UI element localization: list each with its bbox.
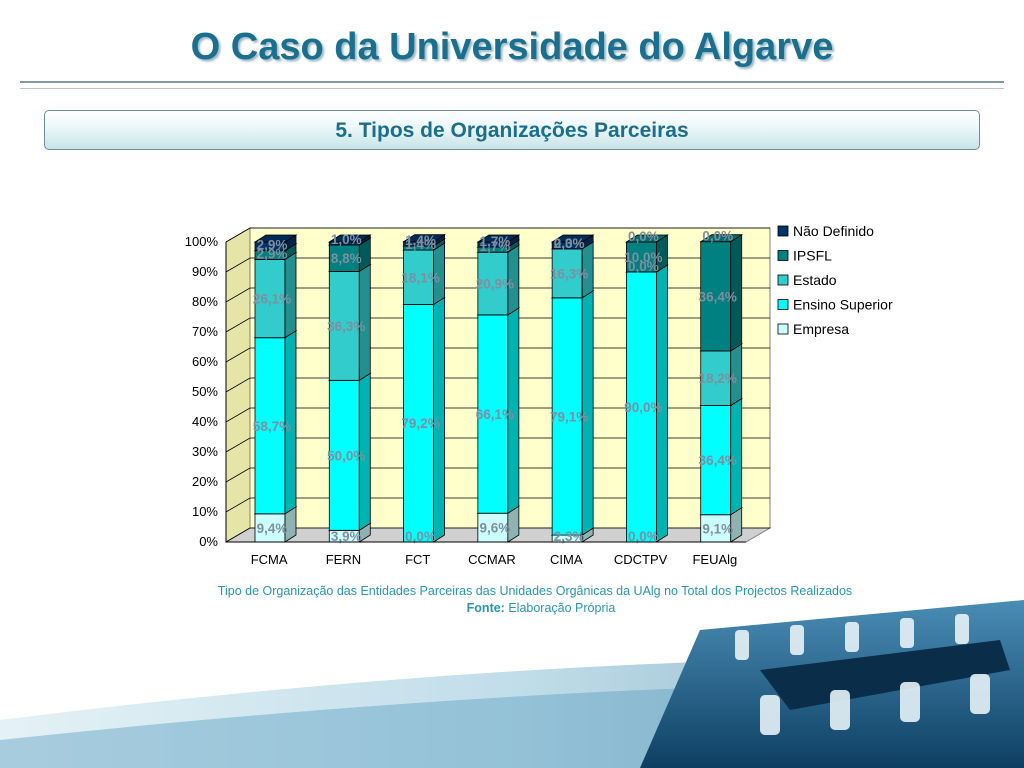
data-label: 10,0% <box>624 250 662 265</box>
data-label: 1,0% <box>331 232 362 247</box>
gridline <box>225 467 770 483</box>
source-label: Fonte: <box>466 601 505 615</box>
legend-swatch <box>777 250 789 261</box>
y-tick-label: 70% <box>192 324 218 339</box>
y-tick-label: 30% <box>192 444 218 459</box>
bar-segment <box>402 233 446 247</box>
data-label: 18,2% <box>699 371 737 386</box>
bar-segment <box>476 234 521 248</box>
data-label: 8,8% <box>331 251 362 266</box>
y-tick-label: 100% <box>185 234 219 249</box>
y-tick-label: 50% <box>192 384 218 399</box>
data-label: 1,4% <box>405 233 436 248</box>
data-label: 79,2% <box>401 416 439 431</box>
y-tick-label: 10% <box>192 504 218 519</box>
gridline <box>225 257 770 273</box>
x-tick-label: FCMA <box>251 552 288 567</box>
x-tick-label: CIMA <box>550 552 583 567</box>
y-tick-label: 80% <box>192 294 218 309</box>
gridline <box>225 317 770 333</box>
data-label: 20,9% <box>476 277 514 292</box>
data-label: 36,4% <box>699 289 737 304</box>
bar-segment <box>699 233 744 352</box>
x-tick-label: CCMAR <box>468 552 516 567</box>
x-tick-label: FCT <box>405 552 430 567</box>
stacked-bar-chart: 9,4% 58,7% 26,1% 2,9%2,9% 3,9% 50,0% 36,3% 8,8%… <box>185 223 893 567</box>
data-label: 36,3% <box>327 319 365 334</box>
gridline <box>225 407 770 423</box>
y-tick-label: 0% <box>199 534 218 549</box>
data-label: 3,9% <box>331 529 362 544</box>
gridline <box>225 527 770 543</box>
data-label: 26,1% <box>253 292 291 307</box>
x-tick-label: CDCTPV <box>614 552 668 567</box>
gridline <box>225 497 770 513</box>
data-label: 1,4% <box>405 237 436 252</box>
data-label: 2,9% <box>257 238 288 253</box>
meeting-room-image <box>0 600 1024 768</box>
y-tick-label: 20% <box>192 474 218 489</box>
data-label: 50,0% <box>327 448 365 463</box>
data-label: 2,3% <box>554 529 585 544</box>
data-label: 0,0% <box>405 529 436 544</box>
chart-source: Fonte: Elaboração Própria <box>0 601 1024 615</box>
chart-panel: 9,4% 58,7% 26,1% 2,9% 2,9% 3,9% 50,0% 36,3% 8,8%… <box>154 218 914 574</box>
gridline <box>225 227 770 243</box>
legend-label: Empresa <box>793 321 849 337</box>
data-label: 18,1% <box>401 270 439 285</box>
title-rule-thin <box>20 88 1004 89</box>
legend-swatch <box>777 323 789 335</box>
bar-segment <box>327 234 372 246</box>
y-tick-label: 90% <box>192 264 218 279</box>
data-label: 9,6% <box>479 521 510 536</box>
y-tick-label: 60% <box>192 354 218 369</box>
legend-label: Não Definido <box>793 223 874 239</box>
section-heading: 5. Tipos de Organizações Parceiras <box>44 110 980 150</box>
gridline <box>225 377 770 393</box>
data-label: 2,3% <box>554 236 585 251</box>
bar-segment <box>625 234 669 273</box>
data-label: 1,7% <box>479 239 510 254</box>
x-tick-label: FERN <box>326 552 361 567</box>
data-label: 16,3% <box>550 266 588 281</box>
data-label: 1,7% <box>479 234 510 249</box>
data-label: 79,1% <box>550 409 588 424</box>
bar-segment <box>402 296 446 543</box>
gridline <box>225 347 770 363</box>
legend-label: Ensino Superior <box>793 297 893 313</box>
data-label: 9,4% <box>257 521 288 536</box>
data-label: 9,1% <box>702 521 733 536</box>
data-label: 0,0% <box>628 229 659 244</box>
gridline <box>225 287 770 303</box>
legend-swatch <box>777 299 789 310</box>
title-rule <box>20 81 1004 83</box>
gridline <box>225 437 770 453</box>
data-label: 0,0% <box>628 529 659 544</box>
bar-segment <box>550 290 595 536</box>
bar-segment <box>550 234 595 250</box>
data-label: 0,0% <box>628 259 659 274</box>
bar-segment <box>253 234 298 252</box>
legend-swatch <box>777 274 789 286</box>
data-label: 0,0% <box>702 229 733 244</box>
data-label: 66,1% <box>476 407 514 422</box>
data-label: 90,0% <box>624 400 662 415</box>
legend-label: IPSFL <box>793 248 832 264</box>
y-tick-label: 40% <box>192 414 218 429</box>
source-value: Elaboração Própria <box>508 601 616 615</box>
slide-title: O Caso da Universidade do Algarve <box>190 26 834 68</box>
data-label: 36,4% <box>699 453 737 468</box>
legend-label: Estado <box>793 272 837 288</box>
bar-segment <box>625 264 669 543</box>
chart-caption: Tipo de Organização das Entidades Parcei… <box>217 584 853 598</box>
data-label: 58,7% <box>253 419 291 434</box>
data-label: 2,9% <box>257 246 288 261</box>
data-label: 0,0% <box>554 236 585 251</box>
x-tick-label: FEUAlg <box>692 552 737 567</box>
legend-swatch <box>777 225 789 237</box>
